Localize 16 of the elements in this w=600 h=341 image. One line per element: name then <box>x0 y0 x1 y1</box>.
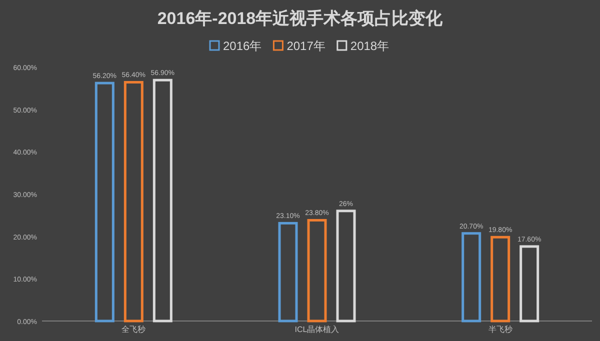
bar <box>94 82 114 322</box>
bar <box>336 210 356 322</box>
bar <box>490 236 510 322</box>
x-tick-label: ICL晶体植入 <box>294 325 340 334</box>
legend-label: 2016年 <box>223 39 262 53</box>
x-tick-label: 半飞秒 <box>488 325 512 334</box>
bar <box>278 222 298 322</box>
x-tick-label: 全飞秒 <box>122 325 146 334</box>
bar <box>307 218 327 322</box>
legend-label: 2017年 <box>286 39 326 53</box>
chart-title: 2016年-2018年近视手术各项占比变化 <box>157 9 444 28</box>
bar <box>462 232 482 322</box>
bar <box>520 245 540 322</box>
bar <box>152 78 172 322</box>
bar <box>124 80 144 322</box>
legend-label: 2018年 <box>350 39 390 53</box>
